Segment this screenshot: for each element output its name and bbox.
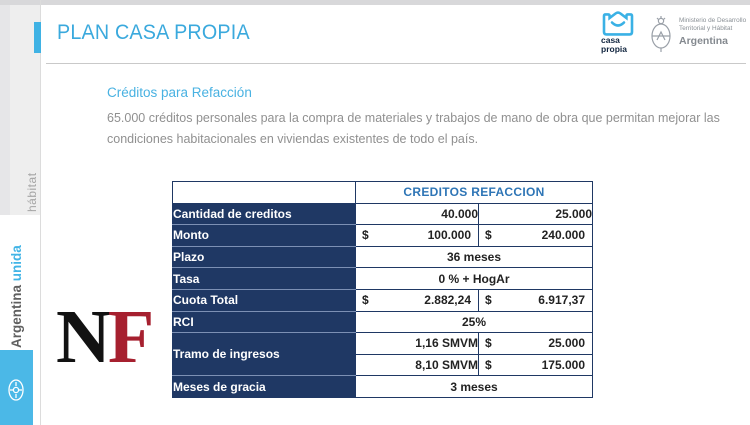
row-label: Meses de gracia <box>172 375 356 398</box>
amount: 2.882,24 <box>424 293 471 308</box>
ministry-name: Ministerio de Desarrollo Territorial y H… <box>679 17 746 32</box>
argentina-label: Argentina <box>9 281 24 348</box>
amount: 175.000 <box>541 358 586 373</box>
currency-symbol: $ <box>485 293 492 308</box>
table-row: RCI 25% <box>172 310 594 334</box>
window-top-strip <box>0 0 750 5</box>
ministry-country: Argentina <box>679 35 729 47</box>
casa-propia-wordmark: casa propia <box>601 36 627 53</box>
casa-propia-logo: casa propia <box>599 9 639 53</box>
credits-table-wrapper: CREDITOS REFACCION Cantidad de creditos … <box>172 181 594 398</box>
sidebar-divider <box>40 0 41 425</box>
ministry-name-line1: Ministerio de Desarrollo <box>679 17 747 24</box>
row-label: Tramo de ingresos <box>172 332 356 377</box>
nf-watermark: NF <box>56 299 154 375</box>
table-row: Plazo 36 meses <box>172 245 594 269</box>
amount: 240.000 <box>541 228 586 243</box>
currency-symbol: $ <box>362 293 369 308</box>
table-row: Tasa 0 % + HogAr <box>172 267 594 290</box>
title-accent-bar <box>34 22 41 53</box>
cell-value: $25.000 <box>477 332 594 355</box>
table-header-row: CREDITOS REFACCION <box>172 181 594 204</box>
currency-symbol: $ <box>485 358 492 373</box>
cell-value: $240.000 <box>477 224 594 247</box>
cell-value: $2.882,24 <box>355 288 479 312</box>
table-row: Cantidad de creditos 40.000 25.000 <box>172 202 594 226</box>
table-row: Tramo de ingresos 1,16 SMVM $25.000 <box>172 332 594 377</box>
cell-value: 1,16 SMVM <box>355 332 479 355</box>
cell-value: 3 meses <box>354 375 594 398</box>
amount: 25.000 <box>548 336 586 351</box>
casa-propia-house-icon <box>599 11 637 41</box>
currency-symbol: $ <box>485 336 492 351</box>
row-label: Monto <box>172 224 356 247</box>
argentina-emblem-box <box>0 350 33 425</box>
table-row: Cuota Total $2.882,24 $6.917,37 <box>172 288 594 312</box>
cell-value: $175.000 <box>477 353 594 377</box>
amount: 100.000 <box>427 228 471 243</box>
section-description: 65.000 créditos personales para la compr… <box>107 111 720 146</box>
currency-symbol: $ <box>362 228 369 243</box>
cell-value: $6.917,37 <box>477 288 594 312</box>
cell-value: $100.000 <box>355 224 479 247</box>
table-column-header: CREDITOS REFACCION <box>354 181 594 204</box>
sidebar: hábitat Argentina unida <box>0 0 40 425</box>
row-label: Cuota Total <box>172 288 356 312</box>
row-label: Cantidad de creditos <box>172 202 356 226</box>
section-subtitle: Créditos para Refacción <box>107 85 252 100</box>
argentina-unida-vertical-label: Argentina unida <box>9 245 24 348</box>
ministry-name-line2: Territorial y Hábitat <box>679 24 733 32</box>
casa-word-line2: propia <box>601 43 627 54</box>
page-title: PLAN CASA PROPIA <box>57 21 250 44</box>
cell-value: 40.000 <box>355 202 479 226</box>
row-label: Plazo <box>172 245 356 269</box>
cell-value: 8,10 SMVM <box>355 353 479 377</box>
table-row: Meses de gracia 3 meses <box>172 375 594 398</box>
watermark-letter-f: F <box>107 295 154 379</box>
unida-label: unida <box>9 245 24 282</box>
table-corner-cell <box>172 181 356 204</box>
credits-table: CREDITOS REFACCION Cantidad de creditos … <box>172 181 594 398</box>
watermark-letter-n: N <box>56 295 111 379</box>
cell-value: 0 % + HogAr <box>354 267 594 290</box>
sidebar-edge-strip <box>0 0 10 215</box>
row-label: RCI <box>172 310 356 334</box>
amount: 6.917,37 <box>538 293 586 308</box>
header-divider <box>46 63 746 64</box>
row-label: Tasa <box>172 267 356 290</box>
casa-word-line1: casa <box>601 35 620 45</box>
table-row: 8,10 SMVM $175.000 <box>173 353 594 377</box>
cell-value: 25.000 <box>477 202 594 226</box>
currency-symbol: $ <box>485 228 492 243</box>
table-row: Monto $100.000 $240.000 <box>172 224 594 247</box>
cell-value: 25% <box>354 310 594 334</box>
cell-value: 36 meses <box>354 245 594 269</box>
habitat-vertical-label: hábitat <box>25 172 39 212</box>
